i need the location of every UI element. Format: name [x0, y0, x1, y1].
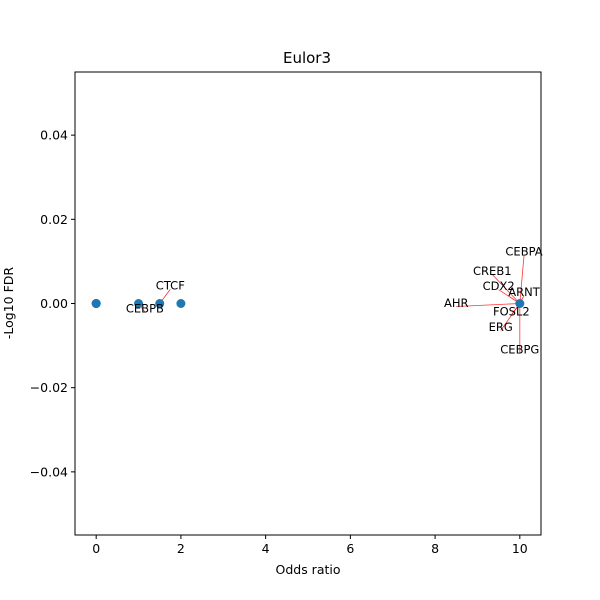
annotation-line: [500, 303, 521, 331]
x-tick-label: 6: [346, 541, 354, 556]
x-tick-label: 2: [177, 541, 185, 556]
annotation-label: CREB1: [473, 264, 512, 278]
annotation-label: ERG: [489, 320, 513, 334]
chart-title: Eulor3: [283, 49, 331, 67]
y-tick-label: 0.00: [40, 296, 68, 311]
annotation-label: CDX2: [483, 279, 515, 293]
data-point: [155, 299, 165, 308]
x-axis-label: Odds ratio: [275, 562, 340, 577]
x-axis: 0 2 4 6 8 10: [92, 535, 528, 556]
x-tick-label: 8: [431, 541, 439, 556]
annotation-line: [519, 255, 525, 304]
annotation-label: CEBPA: [505, 245, 542, 259]
x-tick-label: 0: [92, 541, 100, 556]
data-point: [134, 299, 144, 308]
y-axis-label: -Log10 FDR: [1, 267, 16, 340]
annotation-line: [456, 303, 520, 307]
annotation-line: [491, 274, 521, 304]
x-tick-label: 4: [262, 541, 270, 556]
data-point: [91, 299, 101, 308]
y-tick-label: −0.04: [30, 464, 68, 479]
annotation-label: ARNT: [508, 285, 540, 299]
annotation-label: CEBPG: [500, 342, 539, 356]
annotation-label: CEBPB: [126, 301, 164, 315]
data-point: [515, 299, 525, 308]
y-axis: −0.04 −0.02 0.00 0.02 0.04: [30, 128, 75, 479]
y-tick-label: −0.02: [30, 380, 68, 395]
annotation-label: CTCF: [156, 279, 185, 293]
axes-frame: [74, 71, 542, 536]
y-tick-label: 0.04: [40, 128, 68, 143]
x-tick-label: 10: [512, 541, 528, 556]
annotation-label: AHR: [444, 296, 469, 310]
data-points: [91, 299, 525, 308]
data-point: [176, 299, 186, 308]
annotation-label: FOSL2: [493, 304, 530, 318]
y-tick-label: 0.02: [40, 212, 68, 227]
